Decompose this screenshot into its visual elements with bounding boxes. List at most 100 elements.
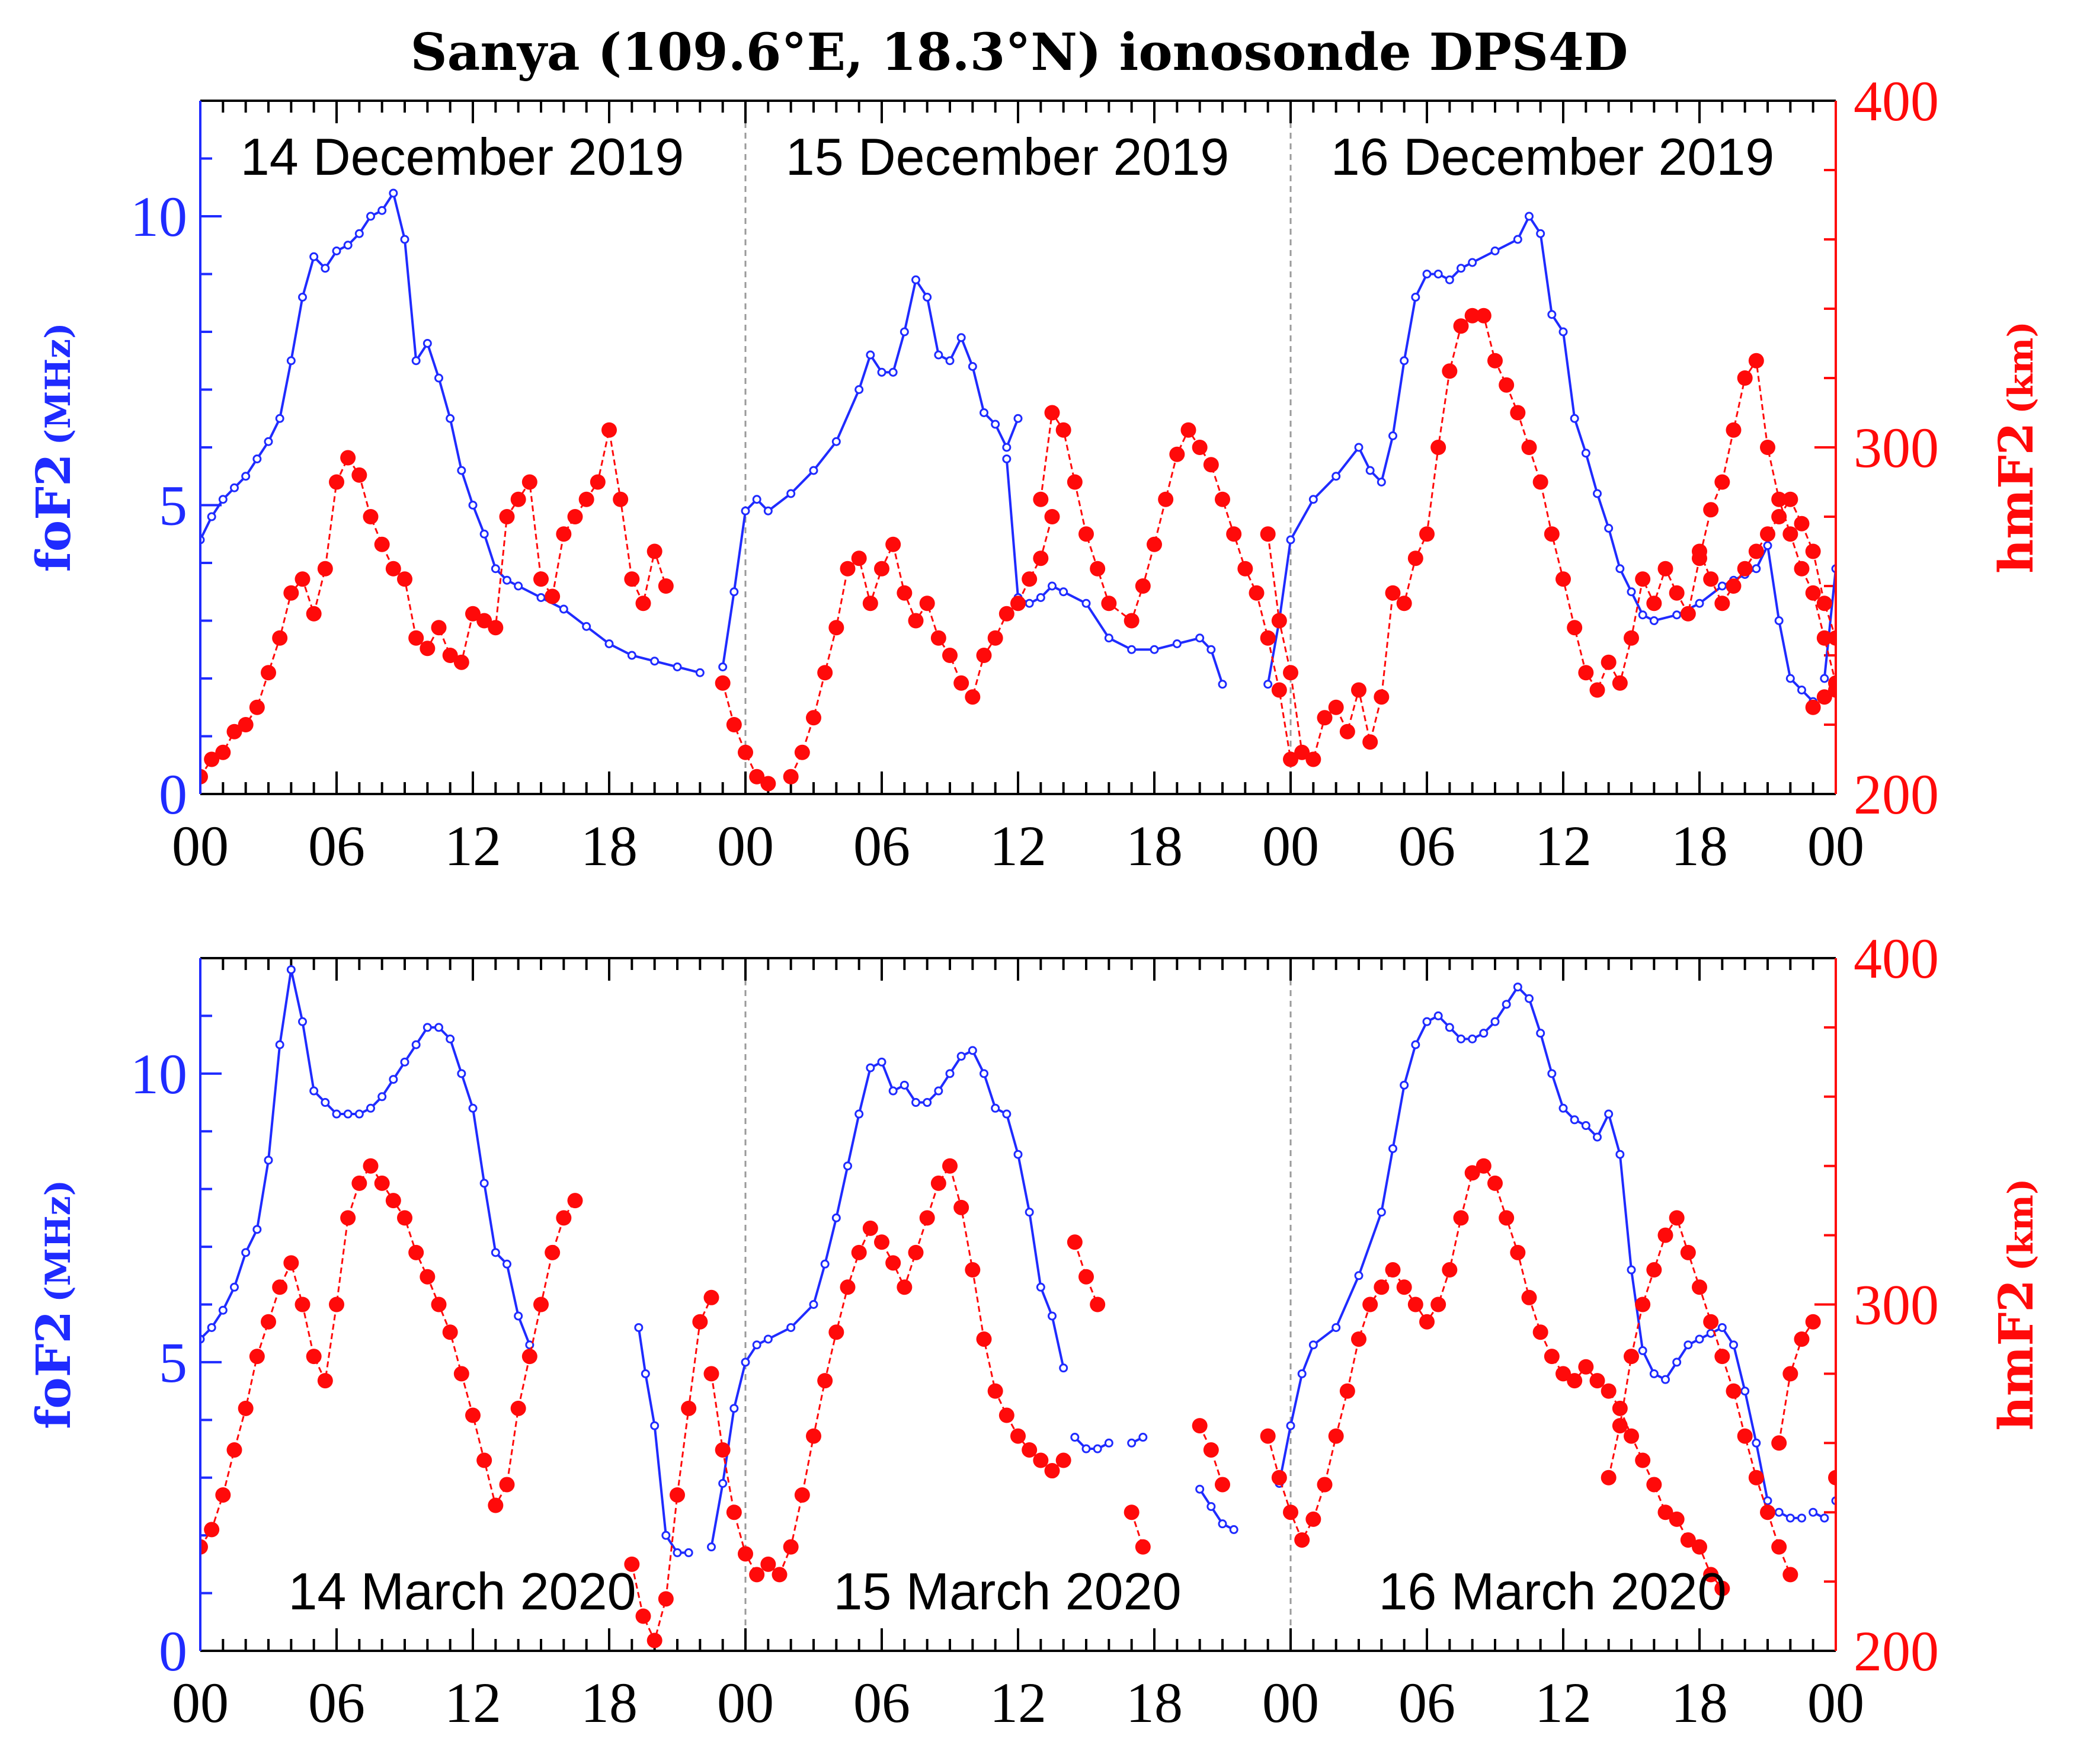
foF2-point — [888, 1086, 898, 1096]
hmF2-point — [499, 1477, 515, 1493]
hmF2-point — [862, 1220, 878, 1236]
hmF2-point — [840, 561, 856, 577]
foF2-point — [1400, 1080, 1409, 1090]
foF2-point — [866, 1063, 875, 1073]
hmF2-point — [200, 1539, 208, 1555]
series-foF2 — [200, 188, 1836, 706]
hmF2-point — [1260, 526, 1276, 542]
hmF2-point — [374, 1175, 390, 1191]
foF2-point — [1604, 524, 1614, 533]
hmF2-point — [340, 1210, 356, 1226]
foF2-point — [1433, 1011, 1443, 1020]
hmF2-point — [1646, 1262, 1662, 1278]
foF2-point — [411, 1040, 421, 1049]
foF2-point — [218, 1305, 228, 1315]
hmF2-point — [1294, 1532, 1310, 1548]
hmF2-point — [408, 1244, 424, 1260]
left-tick-label: 5 — [159, 1331, 187, 1394]
hmF2-point — [1726, 1383, 1742, 1399]
hmF2-point — [1022, 571, 1038, 587]
hmF2-point — [272, 630, 288, 646]
foF2-point — [559, 604, 568, 614]
hmF2-point — [1794, 1331, 1810, 1347]
hmF2-point — [272, 1279, 288, 1295]
hmF2-point — [942, 648, 958, 663]
hmF2-point — [1782, 526, 1798, 542]
foF2-point — [1615, 564, 1625, 574]
hmF2-point — [1703, 1567, 1719, 1583]
hmF2-point — [1760, 440, 1775, 455]
foF2-point — [525, 1340, 534, 1350]
hmF2-point — [1033, 1452, 1049, 1468]
hmF2-point — [1487, 353, 1503, 369]
hmF2-point — [465, 1407, 481, 1423]
hmF2-point — [340, 450, 356, 466]
hmF2-point — [1464, 308, 1480, 324]
foF2-point — [741, 1358, 750, 1367]
hmF2-point — [226, 1442, 242, 1458]
hmF2-point — [1646, 596, 1662, 612]
hmF2-point — [1203, 1442, 1219, 1458]
hmF2-point — [431, 1296, 447, 1312]
foF2-point — [923, 293, 932, 302]
hmF2-point — [817, 665, 833, 681]
hmF2-point — [613, 491, 629, 507]
hmF2-point — [646, 1632, 662, 1648]
hmF2-point — [1396, 1279, 1412, 1295]
foF2-point — [503, 1259, 511, 1269]
foF2-point — [411, 356, 421, 366]
hmF2-point — [329, 474, 344, 490]
foF2-point — [400, 1057, 409, 1067]
foF2-point — [434, 1023, 443, 1032]
foF2-point — [752, 1340, 761, 1350]
foF2-point — [1206, 645, 1216, 654]
hmF2-point — [385, 561, 401, 577]
hmF2-point — [1044, 509, 1060, 524]
foF2-point — [1081, 598, 1091, 608]
hmF2-point — [1317, 1477, 1333, 1493]
hmF2-point — [533, 1296, 549, 1312]
foF2-point — [1354, 1271, 1364, 1280]
day-label: 14 March 2020 — [288, 1562, 636, 1621]
hmF2-point — [874, 1234, 889, 1250]
hmF2-point — [200, 769, 208, 785]
foF2-point — [1774, 616, 1784, 625]
hmF2-point — [1703, 1314, 1719, 1330]
hmF2-point — [1010, 1428, 1026, 1444]
hmF2-point — [499, 509, 515, 524]
hmF2-point — [1453, 318, 1469, 334]
foF2-point — [1570, 1115, 1579, 1125]
foF2-point — [1820, 1513, 1829, 1523]
hmF2-point — [306, 1349, 322, 1365]
hmF2-point — [1476, 1158, 1492, 1174]
foF2-point — [820, 1259, 830, 1269]
hmF2-point — [1215, 491, 1230, 507]
hmF2-point — [806, 710, 821, 726]
foF2-point — [1025, 598, 1034, 608]
foF2-point — [1138, 1433, 1148, 1442]
hmF2-point — [1260, 630, 1276, 646]
foF2-point — [298, 1017, 307, 1026]
hmF2-point — [1317, 710, 1333, 726]
hmF2-point — [1396, 596, 1412, 612]
foF2-point — [1593, 1132, 1602, 1142]
foF2-point — [1672, 1358, 1682, 1367]
foF2-point — [911, 275, 920, 284]
foF2-point — [1649, 1369, 1659, 1378]
hmF2-point — [1737, 561, 1753, 577]
right-tick-label: 400 — [1854, 927, 1939, 990]
hmF2-point — [658, 578, 674, 594]
day-label: 15 March 2020 — [833, 1562, 1181, 1621]
hmF2-point — [1305, 751, 1321, 767]
hmF2-point — [1044, 405, 1060, 421]
left-axis-title-main: foF2 — [25, 1311, 81, 1429]
hmF2-point — [806, 1428, 821, 1444]
hmF2-point — [1601, 1470, 1617, 1486]
foF2-point — [695, 668, 705, 677]
hmF2-point — [1589, 682, 1605, 698]
hmF2-point — [1499, 1210, 1515, 1226]
hmF2-point — [317, 1373, 333, 1389]
hmF2-point — [1771, 509, 1787, 524]
hmF2-point — [783, 769, 799, 785]
foF2-point — [1286, 535, 1295, 545]
